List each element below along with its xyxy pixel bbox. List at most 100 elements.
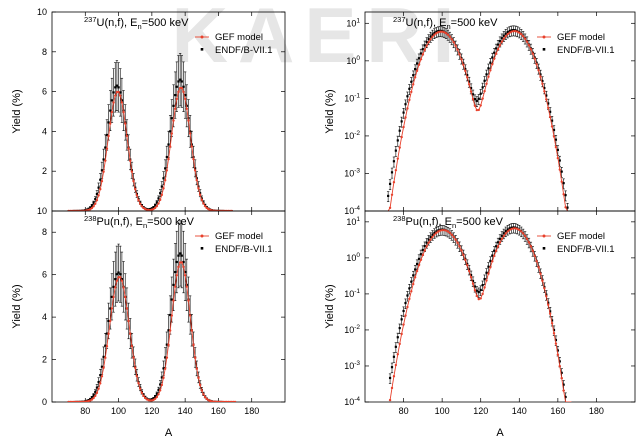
evaluation-point [469,274,473,277]
model-point [547,303,550,306]
evaluation-point [172,104,175,107]
evaluation-point [115,84,119,87]
legend-model-marker [200,35,204,39]
evaluation-point [556,349,559,352]
model-point [554,342,558,345]
model-point [529,48,533,51]
model-point [450,38,453,41]
model-point [454,238,457,241]
model-point [527,44,531,47]
evaluation-point [89,206,92,209]
y-tick-label: 4 [42,312,47,322]
evaluation-point [162,177,165,180]
y-tick-label: 10-4 [344,205,360,216]
model-point [183,97,187,101]
model-point [102,366,105,369]
model-point [552,331,556,335]
model-point [543,90,546,93]
model-point [506,230,509,233]
evaluation-point [506,31,509,34]
model-point [127,147,130,150]
model-point [185,107,189,111]
model-point [481,97,484,100]
evaluation-point [184,270,187,274]
model-point [205,206,208,210]
model-point [510,227,513,231]
evaluation-point [406,294,409,297]
evaluation-point [549,310,552,313]
model-point [440,30,444,33]
evaluation-point [159,192,162,195]
model-point [464,69,467,73]
evaluation-point [554,138,558,141]
model-point [178,86,182,90]
evaluation-point [547,102,550,105]
evaluation-point [172,283,175,286]
model-point [523,37,527,40]
evaluation-point [102,355,105,358]
model-point [454,44,457,47]
plot-frame [51,210,286,403]
panel-title: 237U(n,f), En=500 keV [84,15,189,31]
model-point [198,383,202,387]
evaluation-point [99,374,102,377]
model-line [68,87,232,211]
evaluation-point [388,376,392,380]
model-point [487,272,490,275]
y-tick-label: 101 [346,17,360,28]
y-tick-label: 6 [42,87,47,97]
model-point [163,367,167,370]
model-point [427,241,430,244]
evaluation-point [471,93,475,96]
evaluation-point [414,68,417,71]
model-point [548,312,552,315]
model-point [162,187,165,190]
evaluation-point [408,87,411,90]
evaluation-point [564,194,567,197]
model-point [100,180,104,183]
model-point [421,53,425,56]
model-point [413,76,417,79]
model-point [415,69,419,73]
model-point [90,206,94,210]
model-point [410,290,413,293]
model-point [119,94,122,97]
model-point [500,237,504,241]
evaluation-point [396,139,399,142]
model-point [132,356,135,359]
model-point [423,48,426,51]
evaluation-point [95,192,99,196]
model-point [475,294,479,298]
model-point [440,228,444,232]
model-point [429,238,432,241]
model-point [202,393,205,396]
model-point [514,29,517,33]
model-point [545,295,548,298]
model-point [173,285,177,288]
y-tick-label: 10-2 [344,130,360,141]
evaluation-point [152,205,155,209]
model-point [205,397,208,401]
model-point [518,228,521,232]
model-point [429,38,432,41]
model-point [419,258,423,262]
model-point [187,119,190,122]
model-point [460,58,463,61]
model-point [512,227,515,230]
evaluation-point [508,227,511,230]
evaluation-point [464,67,467,71]
model-point [188,132,192,135]
model-point [178,261,182,264]
legend-evaluation-marker [200,48,204,51]
model-point [102,170,105,173]
evaluation-point [496,241,500,244]
evaluation-point [184,93,187,97]
evaluation-point [429,235,432,239]
model-point [144,396,147,400]
evaluation-point [112,91,115,94]
evaluation-point [169,313,172,317]
model-point [412,83,415,86]
evaluation-point [394,149,397,152]
evaluation-point [165,155,168,159]
